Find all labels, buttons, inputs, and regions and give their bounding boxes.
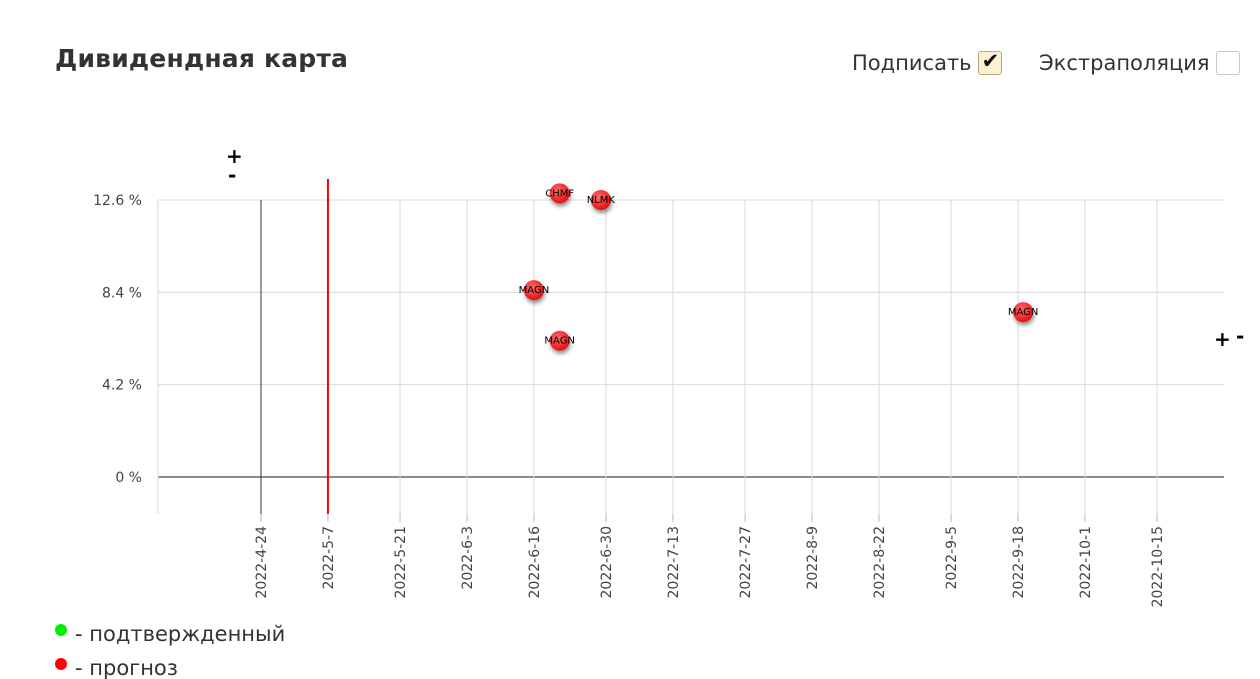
extrapolation-checkbox[interactable] (1215, 51, 1240, 75)
data-point-marker[interactable] (1013, 302, 1034, 323)
x-tick-label: 2022-10-1 (1078, 526, 1094, 598)
x-tick-label: 2022-6-30 (599, 526, 615, 598)
x-tick-label: 2022-5-21 (393, 526, 409, 598)
axes: 0 % 4.2 % 8.4 % 12.6 % 2022-4-24 2022-5-7 2022… (93, 193, 1166, 607)
page-title: Дивидендная карта (55, 44, 349, 73)
legend-dot-confirmed (55, 624, 67, 636)
x-zoom-in-button[interactable]: + (1214, 327, 1231, 351)
legend-item-confirmed: - подтвержденный (55, 622, 285, 646)
data-point[interactable]: MAGN (544, 330, 575, 351)
data-point-label: MAGN (519, 285, 550, 296)
sign-toggle[interactable]: Подписать ✔ (852, 48, 1002, 78)
data-point-label: MAGN (544, 336, 575, 347)
data-point-marker[interactable] (590, 190, 611, 210)
data-point-marker[interactable] (549, 183, 570, 204)
x-tick-label: 2022-8-22 (872, 526, 888, 598)
y-tick-label: 12.6 % (93, 193, 142, 209)
data-point[interactable]: CHMF (545, 183, 574, 204)
x-tick-label: 2022-9-18 (1011, 526, 1027, 598)
data-point[interactable]: MAGN (519, 280, 550, 301)
x-tick-label: 2022-8-9 (805, 526, 821, 590)
legend-item-forecast: - прогноз (55, 656, 178, 679)
legend-label-forecast: - прогноз (75, 656, 178, 679)
x-tick-label: 2022-6-3 (460, 526, 476, 590)
legend-label-confirmed: - подтвержденный (75, 622, 286, 646)
grid (157, 199, 1224, 514)
data-point-label: MAGN (1008, 307, 1039, 318)
data-point[interactable]: MAGN (1008, 302, 1039, 323)
x-tick-label: 2022-5-7 (321, 526, 337, 590)
y-tick-label: 4.2 % (102, 378, 142, 394)
data-point-marker[interactable] (523, 280, 544, 301)
data-point-marker[interactable] (549, 330, 570, 351)
sign-toggle-label: Подписать (852, 51, 972, 75)
y-zoom-in-button[interactable]: + (226, 144, 243, 168)
x-tick-label: 2022-9-5 (944, 526, 960, 590)
x-tick-label: 2022-10-15 (1150, 526, 1166, 607)
extrapolation-toggle-label: Экстраполяция (1039, 51, 1210, 75)
sign-checkbox[interactable]: ✔ (977, 49, 1002, 75)
points: CHMF NLMK MAGN MAGN MAGN (519, 183, 1039, 351)
extrapolation-toggle[interactable]: Экстраполяция (1039, 48, 1240, 78)
data-point-label: NLMK (587, 195, 616, 206)
y-tick-label: 0 % (115, 470, 142, 486)
y-zoom-out-button[interactable]: - (228, 163, 237, 187)
x-zoom-out-button[interactable]: - (1236, 324, 1245, 348)
data-point[interactable]: NLMK (587, 190, 616, 210)
x-tick-label: 2022-6-16 (527, 526, 543, 599)
checkmark-icon: ✔ (981, 49, 1000, 73)
y-tick-label: 8.4 % (102, 285, 142, 301)
data-point-label: CHMF (545, 188, 574, 199)
x-tick-label: 2022-7-13 (666, 526, 682, 598)
x-tick-label: 2022-4-24 (254, 526, 270, 599)
legend-dot-forecast (55, 658, 67, 670)
x-tick-label: 2022-7-27 (738, 526, 754, 598)
